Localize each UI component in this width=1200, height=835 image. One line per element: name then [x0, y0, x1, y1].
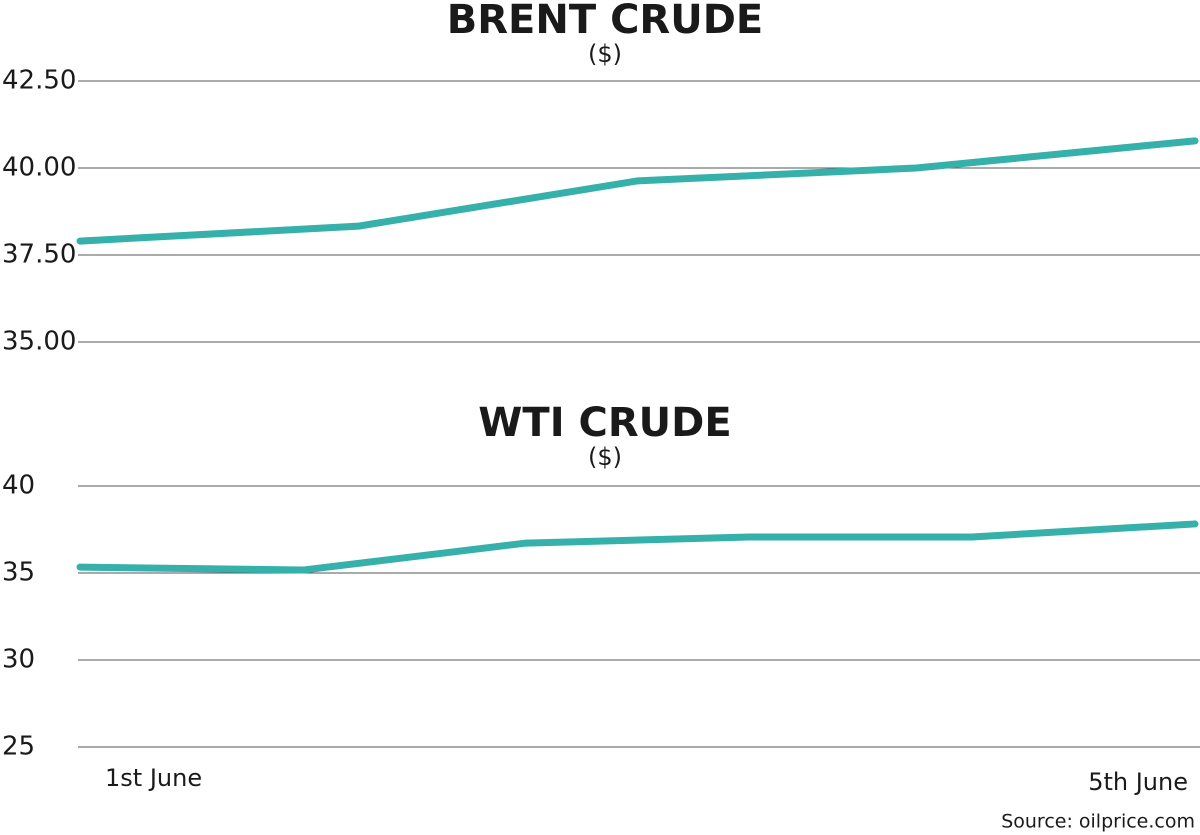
- line: [76, 137, 1199, 245]
- y-tick-label: 35: [2, 558, 35, 588]
- chart-title: BRENT CRUDE: [447, 0, 763, 43]
- chart-title: WTI CRUDE: [478, 400, 731, 446]
- chart-subtitle: ($): [588, 443, 622, 471]
- chart-subtitle: ($): [588, 40, 622, 68]
- y-tick-label: 35.00: [2, 327, 76, 357]
- y-tick-label: 25: [2, 732, 35, 762]
- x-tick-label: 5th June: [1088, 768, 1188, 796]
- y-tick-label: 40.00: [2, 153, 76, 183]
- source: Source: oilprice.com: [1001, 811, 1195, 833]
- y-tick-label: 42.50: [2, 66, 76, 96]
- y-tick-label: 30: [2, 645, 35, 675]
- y-tick-label: 37.50: [2, 240, 76, 270]
- y-tick-label: 40: [2, 471, 35, 501]
- line: [76, 520, 1199, 574]
- x-tick-label: 1st June: [105, 764, 202, 792]
